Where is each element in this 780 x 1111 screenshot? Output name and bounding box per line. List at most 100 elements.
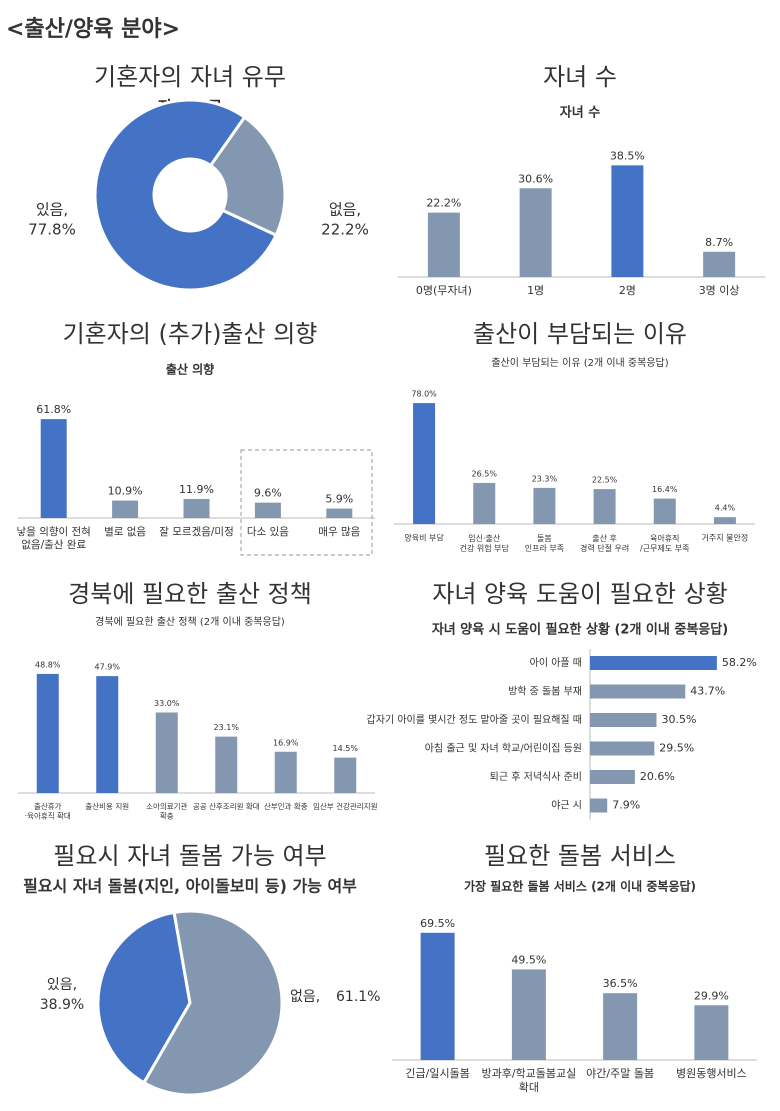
pie-slice bbox=[93, 98, 279, 292]
value-label: 38.5% bbox=[610, 149, 645, 162]
value-label: 47.9% bbox=[95, 663, 121, 672]
value-label: 33.0% bbox=[154, 699, 180, 708]
category-label: 낳을 의향이 전혀 없음/출산 완료 bbox=[17, 526, 91, 551]
pie-slice bbox=[208, 115, 287, 238]
value-label: 14.5% bbox=[333, 744, 359, 753]
chart-title: 자녀 수 bbox=[560, 105, 600, 121]
bar bbox=[590, 713, 657, 727]
value-label: 9.6% bbox=[254, 487, 282, 500]
category-label: 방과후/학교돌봄교실 확대 bbox=[481, 1067, 576, 1094]
value-label: 69.5% bbox=[420, 917, 455, 930]
value-label: 7.9% bbox=[612, 799, 640, 812]
slice-value: 22.2% bbox=[321, 221, 369, 239]
category-label: 양육비 부담 bbox=[404, 533, 444, 543]
value-label: 78.0% bbox=[411, 390, 437, 399]
category-label: 돌봄 인프라 부족 bbox=[525, 534, 564, 553]
value-label: 30.5% bbox=[661, 713, 696, 726]
category-label: 갑자기 아이를 몇시간 정도 맡아줄 곳이 필요해질 때 bbox=[367, 713, 582, 726]
category-label: 출산휴가 ·육아휴직 확대 bbox=[25, 801, 71, 820]
chart-heading: 자녀 수 bbox=[543, 63, 617, 91]
bar bbox=[533, 487, 556, 524]
value-label: 61.8% bbox=[36, 403, 71, 416]
value-label: 49.5% bbox=[511, 953, 546, 966]
category-label: 임산부 건강관리지원 bbox=[313, 801, 378, 811]
category-label: 다소 있음 bbox=[247, 526, 289, 538]
value-label: 29.9% bbox=[694, 989, 729, 1002]
value-label: 22.5% bbox=[592, 476, 618, 485]
highlight-box bbox=[240, 449, 373, 556]
value-label: 23.1% bbox=[214, 723, 240, 732]
slice-label: 없음, bbox=[329, 201, 361, 219]
bar bbox=[427, 212, 460, 277]
chart-heading: 기혼자의 (추가)출산 의향 bbox=[63, 320, 318, 348]
pie-slice bbox=[141, 909, 284, 1097]
category-label: 임신·출산 건강 위험 부담 bbox=[460, 533, 510, 553]
bar bbox=[183, 498, 210, 518]
chart-heading: 출산이 부담되는 이유 bbox=[473, 320, 687, 348]
value-label: 30.6% bbox=[518, 172, 553, 185]
bar bbox=[703, 251, 736, 277]
bar bbox=[590, 684, 686, 699]
category-label: 1명 bbox=[527, 284, 544, 297]
category-label: 긴급/일시돌봄 bbox=[405, 1066, 469, 1080]
slice-value: 77.8% bbox=[28, 221, 76, 239]
category-label: 방학 중 돌봄 부재 bbox=[508, 686, 582, 698]
bar bbox=[40, 419, 67, 518]
chart-heading: 필요시 자녀 돌봄 가능 여부 bbox=[53, 842, 326, 870]
bar bbox=[694, 1005, 729, 1060]
bar bbox=[519, 188, 552, 277]
bar bbox=[593, 489, 616, 524]
category-label: 야근 시 bbox=[551, 800, 582, 812]
bar bbox=[590, 741, 655, 756]
chart-heading: 필요한 돌봄 서비스 bbox=[484, 842, 676, 870]
bar bbox=[603, 993, 638, 1060]
bar bbox=[413, 403, 436, 524]
value-label: 10.9% bbox=[108, 485, 143, 498]
chart-title: 출산 의향 bbox=[166, 362, 214, 377]
bar bbox=[326, 508, 353, 518]
category-label: 거주지 불안정 bbox=[702, 533, 749, 543]
chart-heading: 자녀 양육 도움이 필요한 상황 bbox=[432, 580, 727, 608]
value-label: 43.7% bbox=[690, 685, 725, 698]
chart-title: 출산이 부담되는 이유 (2개 이내 중복응답) bbox=[491, 357, 668, 369]
category-label: 소아의료기관 확충 bbox=[146, 801, 187, 820]
category-label: 매우 많음 bbox=[318, 526, 360, 538]
chart-heading: 경북에 필요한 출산 정책 bbox=[68, 580, 312, 608]
value-label: 11.9% bbox=[179, 483, 214, 496]
chart-title: 경북에 필요한 출산 정책 (2개 이내 중복응답) bbox=[95, 615, 285, 628]
value-label: 22.2% bbox=[426, 197, 461, 210]
bar bbox=[590, 770, 635, 784]
bar bbox=[112, 500, 139, 518]
chart-title: 필요시 자녀 돌봄(지인, 아이돌보미 등) 가능 여부 bbox=[23, 877, 357, 896]
bar bbox=[215, 736, 238, 793]
slice-value: 38.9% bbox=[40, 997, 84, 1013]
category-label: 병원동행서비스 bbox=[676, 1067, 747, 1080]
bar bbox=[590, 798, 608, 813]
category-label: 별로 없음 bbox=[104, 525, 146, 538]
value-label: 16.4% bbox=[652, 485, 678, 494]
value-label: 36.5% bbox=[603, 977, 638, 990]
value-label: 4.4% bbox=[715, 504, 736, 513]
category-label: 0명(무자녀) bbox=[416, 284, 472, 297]
value-label: 5.9% bbox=[325, 493, 353, 506]
bar bbox=[511, 969, 546, 1060]
bar bbox=[36, 673, 59, 793]
bar bbox=[611, 165, 644, 277]
bar bbox=[274, 751, 297, 793]
bar bbox=[155, 712, 178, 793]
bar bbox=[473, 482, 496, 524]
page-title: <출산/양육 분야> bbox=[6, 17, 180, 42]
value-label: 23.3% bbox=[532, 474, 558, 483]
slice-label: 있음, bbox=[47, 977, 77, 993]
value-label: 26.5% bbox=[472, 469, 498, 478]
bar bbox=[713, 517, 736, 524]
bar bbox=[254, 502, 281, 518]
category-label: 야간/주말 돌봄 bbox=[586, 1067, 654, 1080]
category-label: 2명 bbox=[619, 284, 636, 297]
value-label: 16.9% bbox=[273, 738, 299, 747]
chart-title: 자녀 양육 시 도움이 필요한 상황 (2개 이내 중복응답) bbox=[432, 622, 728, 638]
bar bbox=[590, 656, 717, 670]
category-label: 아이 아플 때 bbox=[530, 657, 582, 669]
